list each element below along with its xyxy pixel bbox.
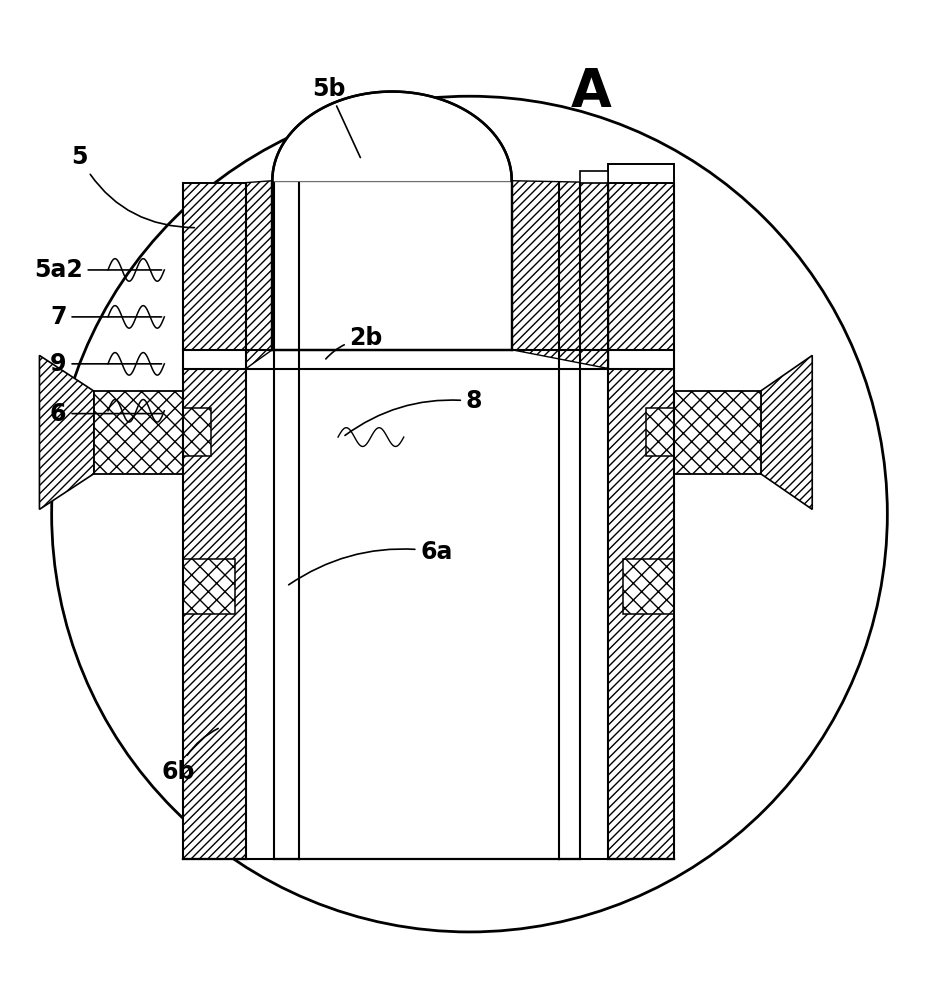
Bar [674,391,761,474]
Text: 6a: 6a [288,540,453,585]
Bar [580,171,608,183]
Text: 5: 5 [71,145,194,228]
Text: 5b: 5b [312,77,361,158]
Text: 2b: 2b [326,326,383,359]
Text: A: A [571,66,612,118]
Bar [183,350,674,369]
Polygon shape [512,181,608,369]
Text: 9: 9 [50,352,162,376]
Text: 6b: 6b [162,728,218,784]
Bar [183,408,211,456]
Polygon shape [761,355,812,509]
Text: 5a2: 5a2 [34,258,162,282]
Bar [183,559,235,614]
Polygon shape [272,92,512,181]
Bar [274,183,299,859]
Bar [646,408,674,456]
Bar [183,183,246,859]
Bar [608,183,674,859]
Polygon shape [39,355,94,509]
Text: 8: 8 [345,389,483,435]
Bar [94,391,183,474]
Bar [608,164,674,183]
Polygon shape [246,181,272,369]
Bar [299,183,559,859]
Text: 6: 6 [50,402,162,426]
Bar [272,181,512,350]
Bar [623,559,674,614]
Bar [559,183,580,859]
Text: 7: 7 [50,305,162,329]
